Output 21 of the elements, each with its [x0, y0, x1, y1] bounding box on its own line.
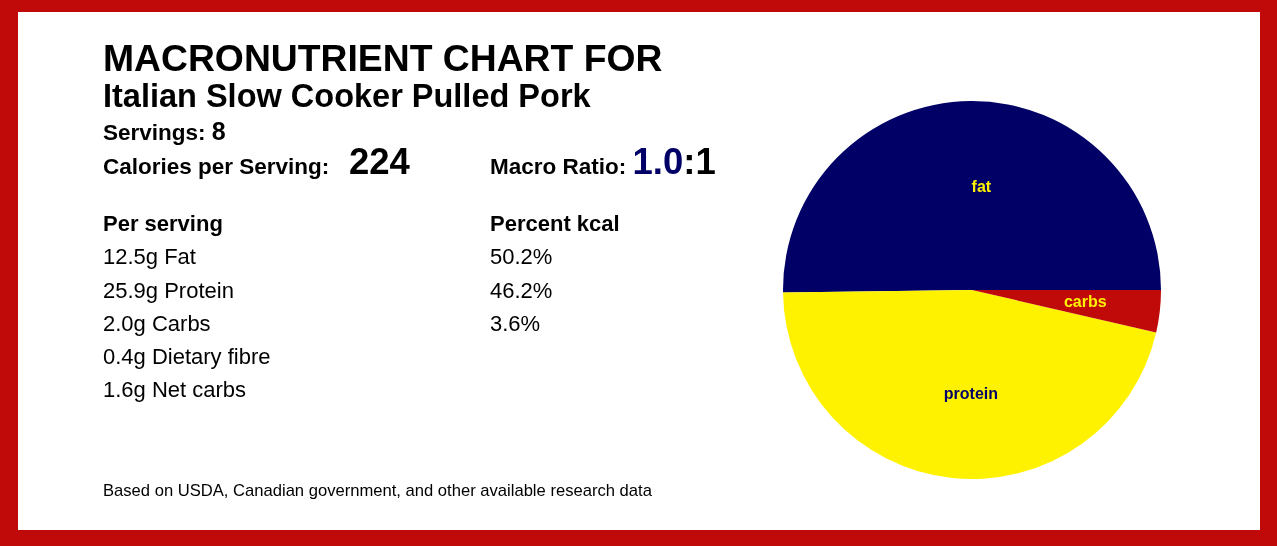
text: MACRONUTRIENT CHART FOR	[103, 37, 663, 79]
text: Italian Slow Cooker Pulled Pork	[103, 78, 592, 114]
text: 3.6%	[490, 311, 541, 336]
pie-slice	[972, 290, 1161, 333]
text: 46.2%	[490, 278, 553, 303]
pie-slice	[783, 101, 1161, 293]
text: 1.6g Net carbs	[103, 377, 247, 402]
text: Servings: 8	[103, 117, 226, 145]
pie-slice	[783, 290, 1157, 479]
text: Per serving	[103, 211, 223, 236]
text: Macro Ratio: 1.0:1	[490, 141, 716, 182]
text: 0.4g Dietary fibre	[103, 344, 271, 369]
text: 50.2%	[490, 244, 553, 269]
text: 2.0g Carbs	[103, 311, 211, 336]
slice-label: fat	[971, 177, 992, 195]
text: 25.9g Protein	[103, 278, 234, 303]
text: 12.5g Fat	[103, 244, 196, 269]
slice-label: carbs	[1063, 293, 1107, 311]
text: Based on USDA, Canadian government, and other available research data	[103, 481, 653, 500]
slice-label: protein	[943, 384, 999, 402]
text: Percent kcal	[490, 211, 620, 236]
